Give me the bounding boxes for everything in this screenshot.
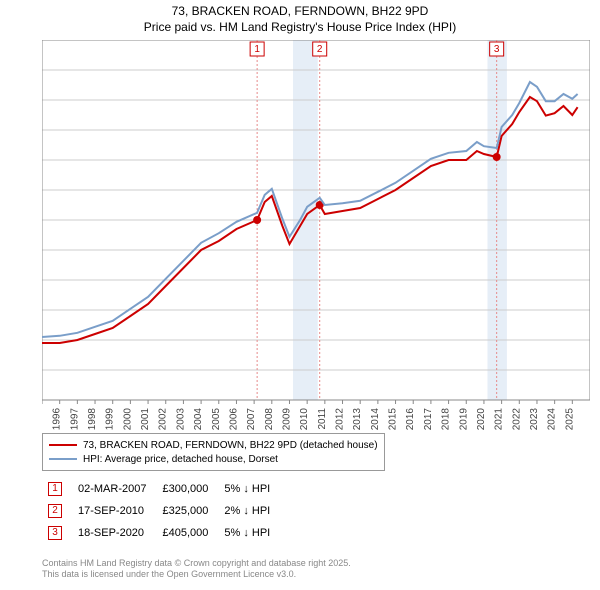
svg-text:2000: 2000 bbox=[122, 408, 133, 431]
svg-text:2002: 2002 bbox=[158, 408, 169, 431]
svg-text:1: 1 bbox=[254, 44, 260, 55]
transaction-row: 1 02-MAR-2007£300,0005% ↓ HPI bbox=[42, 478, 280, 500]
transaction-price: £325,000 bbox=[156, 500, 218, 522]
svg-text:2025: 2025 bbox=[564, 408, 575, 431]
transaction-date: 17-SEP-2010 bbox=[72, 500, 156, 522]
transaction-row: 3 18-SEP-2020£405,0005% ↓ HPI bbox=[42, 522, 280, 544]
title-line1: 73, BRACKEN ROAD, FERNDOWN, BH22 9PD bbox=[0, 4, 600, 20]
svg-text:2009: 2009 bbox=[281, 408, 292, 431]
title-line2: Price paid vs. HM Land Registry's House … bbox=[0, 20, 600, 36]
svg-text:2006: 2006 bbox=[228, 408, 239, 431]
transaction-delta: 5% ↓ HPI bbox=[218, 478, 280, 500]
svg-text:2001: 2001 bbox=[140, 408, 151, 431]
footnote-line2: This data is licensed under the Open Gov… bbox=[42, 569, 351, 580]
svg-text:2005: 2005 bbox=[211, 408, 222, 431]
svg-text:2022: 2022 bbox=[511, 408, 522, 431]
svg-text:2014: 2014 bbox=[370, 408, 381, 431]
svg-text:2021: 2021 bbox=[494, 408, 505, 431]
svg-text:2013: 2013 bbox=[352, 408, 363, 431]
footnote-line1: Contains HM Land Registry data © Crown c… bbox=[42, 558, 351, 569]
transaction-delta: 2% ↓ HPI bbox=[218, 500, 280, 522]
svg-text:2019: 2019 bbox=[458, 408, 469, 431]
legend-label-property: 73, BRACKEN ROAD, FERNDOWN, BH22 9PD (de… bbox=[83, 440, 378, 451]
svg-text:2012: 2012 bbox=[335, 408, 346, 431]
transaction-row: 2 17-SEP-2010£325,0002% ↓ HPI bbox=[42, 500, 280, 522]
svg-text:2015: 2015 bbox=[388, 408, 399, 431]
transaction-marker: 1 bbox=[48, 482, 62, 496]
svg-text:2020: 2020 bbox=[476, 408, 487, 431]
transaction-marker: 2 bbox=[48, 504, 62, 518]
svg-text:2003: 2003 bbox=[175, 408, 186, 431]
transaction-date: 18-SEP-2020 bbox=[72, 522, 156, 544]
transaction-delta: 5% ↓ HPI bbox=[218, 522, 280, 544]
transaction-date: 02-MAR-2007 bbox=[72, 478, 156, 500]
price-chart: £0£50K£100K£150K£200K£250K£300K£350K£400… bbox=[42, 40, 590, 438]
svg-text:1996: 1996 bbox=[52, 408, 63, 431]
svg-text:1999: 1999 bbox=[105, 408, 116, 431]
svg-text:2016: 2016 bbox=[405, 408, 416, 431]
svg-text:2011: 2011 bbox=[317, 408, 328, 430]
chart-title: 73, BRACKEN ROAD, FERNDOWN, BH22 9PD Pri… bbox=[0, 0, 600, 35]
legend-row-hpi: HPI: Average price, detached house, Dors… bbox=[49, 452, 378, 466]
legend-swatch-property bbox=[49, 444, 77, 446]
transaction-price: £300,000 bbox=[156, 478, 218, 500]
svg-text:2: 2 bbox=[317, 44, 323, 55]
legend-label-hpi: HPI: Average price, detached house, Dors… bbox=[83, 454, 278, 465]
svg-text:2004: 2004 bbox=[193, 408, 204, 431]
footnote: Contains HM Land Registry data © Crown c… bbox=[42, 558, 351, 581]
svg-text:1995: 1995 bbox=[42, 408, 45, 431]
transaction-marker: 3 bbox=[48, 526, 62, 540]
svg-text:1997: 1997 bbox=[69, 408, 80, 431]
svg-text:2010: 2010 bbox=[299, 408, 310, 431]
transaction-price: £405,000 bbox=[156, 522, 218, 544]
chart-area: £0£50K£100K£150K£200K£250K£300K£350K£400… bbox=[42, 40, 590, 400]
transactions-table: 1 02-MAR-2007£300,0005% ↓ HPI 2 17-SEP-2010… bbox=[42, 478, 280, 544]
legend-swatch-hpi bbox=[49, 458, 77, 460]
svg-text:1998: 1998 bbox=[87, 408, 98, 431]
svg-text:2007: 2007 bbox=[246, 408, 257, 431]
svg-text:2023: 2023 bbox=[529, 408, 540, 431]
svg-text:2018: 2018 bbox=[441, 408, 452, 431]
svg-text:2008: 2008 bbox=[264, 408, 275, 431]
legend: 73, BRACKEN ROAD, FERNDOWN, BH22 9PD (de… bbox=[42, 433, 385, 471]
svg-text:2017: 2017 bbox=[423, 408, 434, 431]
svg-text:2024: 2024 bbox=[547, 408, 558, 431]
legend-row-property: 73, BRACKEN ROAD, FERNDOWN, BH22 9PD (de… bbox=[49, 438, 378, 452]
svg-text:3: 3 bbox=[494, 44, 500, 55]
